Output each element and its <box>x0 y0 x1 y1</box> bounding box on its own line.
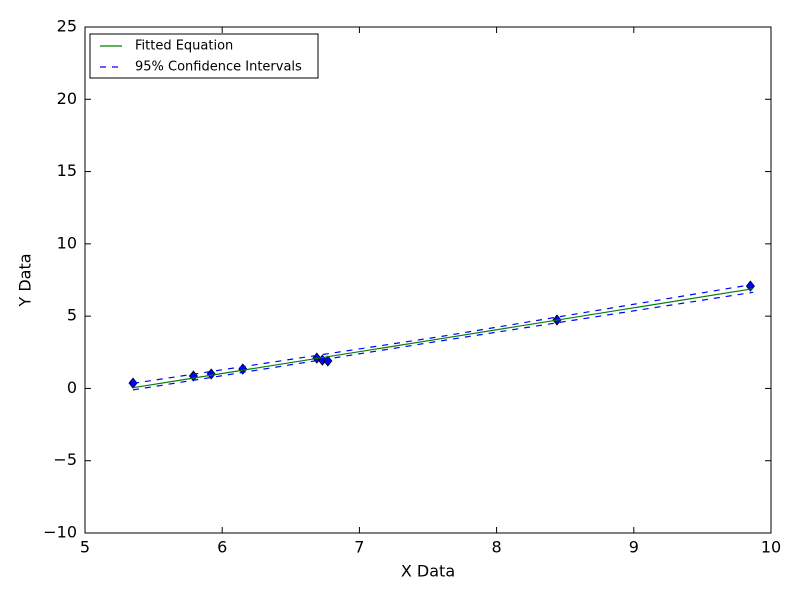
y-tick-label: 10 <box>57 233 77 252</box>
x-tick-label: 6 <box>217 538 227 557</box>
x-tick-label: 10 <box>761 538 781 557</box>
y-tick-label: 0 <box>67 378 77 397</box>
y-tick-label: −10 <box>43 523 77 542</box>
legend-label: 95% Confidence Intervals <box>135 60 302 75</box>
y-tick-label: 5 <box>67 306 77 325</box>
ci-upper <box>132 283 754 384</box>
x-tick-label: 7 <box>354 538 364 557</box>
x-tick-label: 8 <box>492 538 502 557</box>
y-axis-label: Y Data <box>16 253 35 307</box>
legend-box <box>89 33 319 79</box>
legend-label: Fitted Equation <box>135 39 233 54</box>
fit-line <box>132 288 754 389</box>
y-tick-label: 15 <box>57 161 77 180</box>
x-tick-label: 9 <box>629 538 639 557</box>
y-tick-label: 25 <box>57 17 77 36</box>
x-axis-label: X Data <box>401 562 455 581</box>
ci-lower <box>132 291 754 391</box>
plot-frame <box>84 26 772 534</box>
y-tick-label: −5 <box>53 450 77 469</box>
x-tick-label: 5 <box>80 538 90 557</box>
y-tick-label: 20 <box>57 89 77 108</box>
